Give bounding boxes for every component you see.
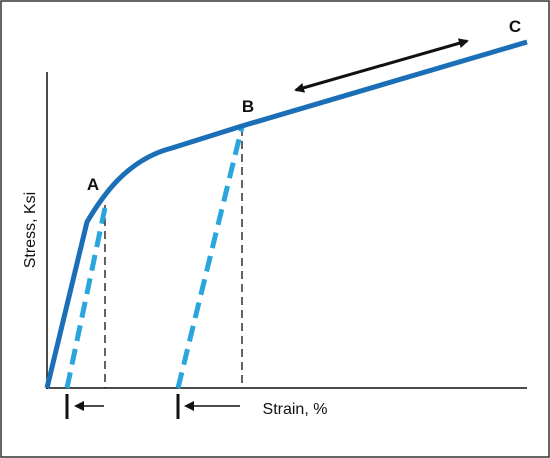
x-axis-label: Strain, % [263, 401, 328, 418]
unload-line-b [175, 126, 245, 389]
stress-strain-curve [44, 39, 528, 389]
unload-line-a [64, 202, 109, 389]
point-label: A [87, 175, 99, 194]
double-arrow [294, 38, 469, 93]
point-label: C [509, 17, 521, 36]
y-axis-label: Stress, Ksi [22, 192, 39, 268]
point-label: B [242, 97, 254, 116]
